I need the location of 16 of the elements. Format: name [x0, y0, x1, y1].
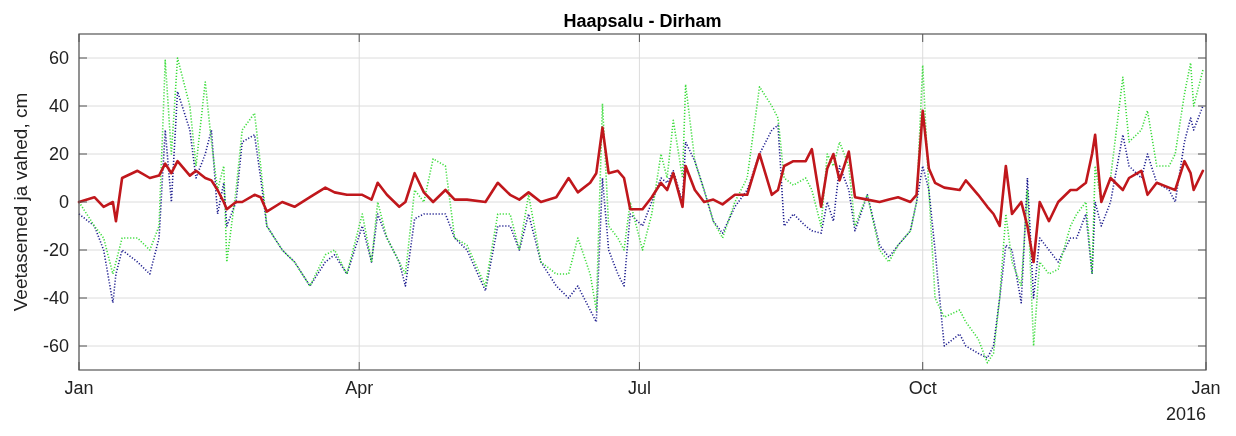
- y-axis-title: Veetasemed ja vahed, cm: [10, 92, 31, 312]
- x-tick-label: Jan: [1191, 378, 1221, 398]
- text: 2016: [1165, 404, 1207, 424]
- x-tick-label: Oct: [908, 378, 937, 398]
- x-tick-label: Jul: [627, 378, 651, 398]
- x-tick-label: Jan: [64, 378, 94, 398]
- y-tick-label: -20: [42, 240, 69, 261]
- y-tick-label: 60: [48, 48, 69, 69]
- x-tick-label: Apr: [345, 378, 374, 398]
- line-series: [77, 109, 1205, 264]
- y-tick-label: 20: [48, 144, 69, 165]
- y-tick-label: -40: [42, 288, 69, 309]
- chart-title: Haapsalu - Dirham: [563, 11, 722, 31]
- y-tick-label: 0: [58, 192, 69, 213]
- y-tick-label: 40: [48, 96, 69, 117]
- y-tick-label: -60: [42, 336, 69, 357]
